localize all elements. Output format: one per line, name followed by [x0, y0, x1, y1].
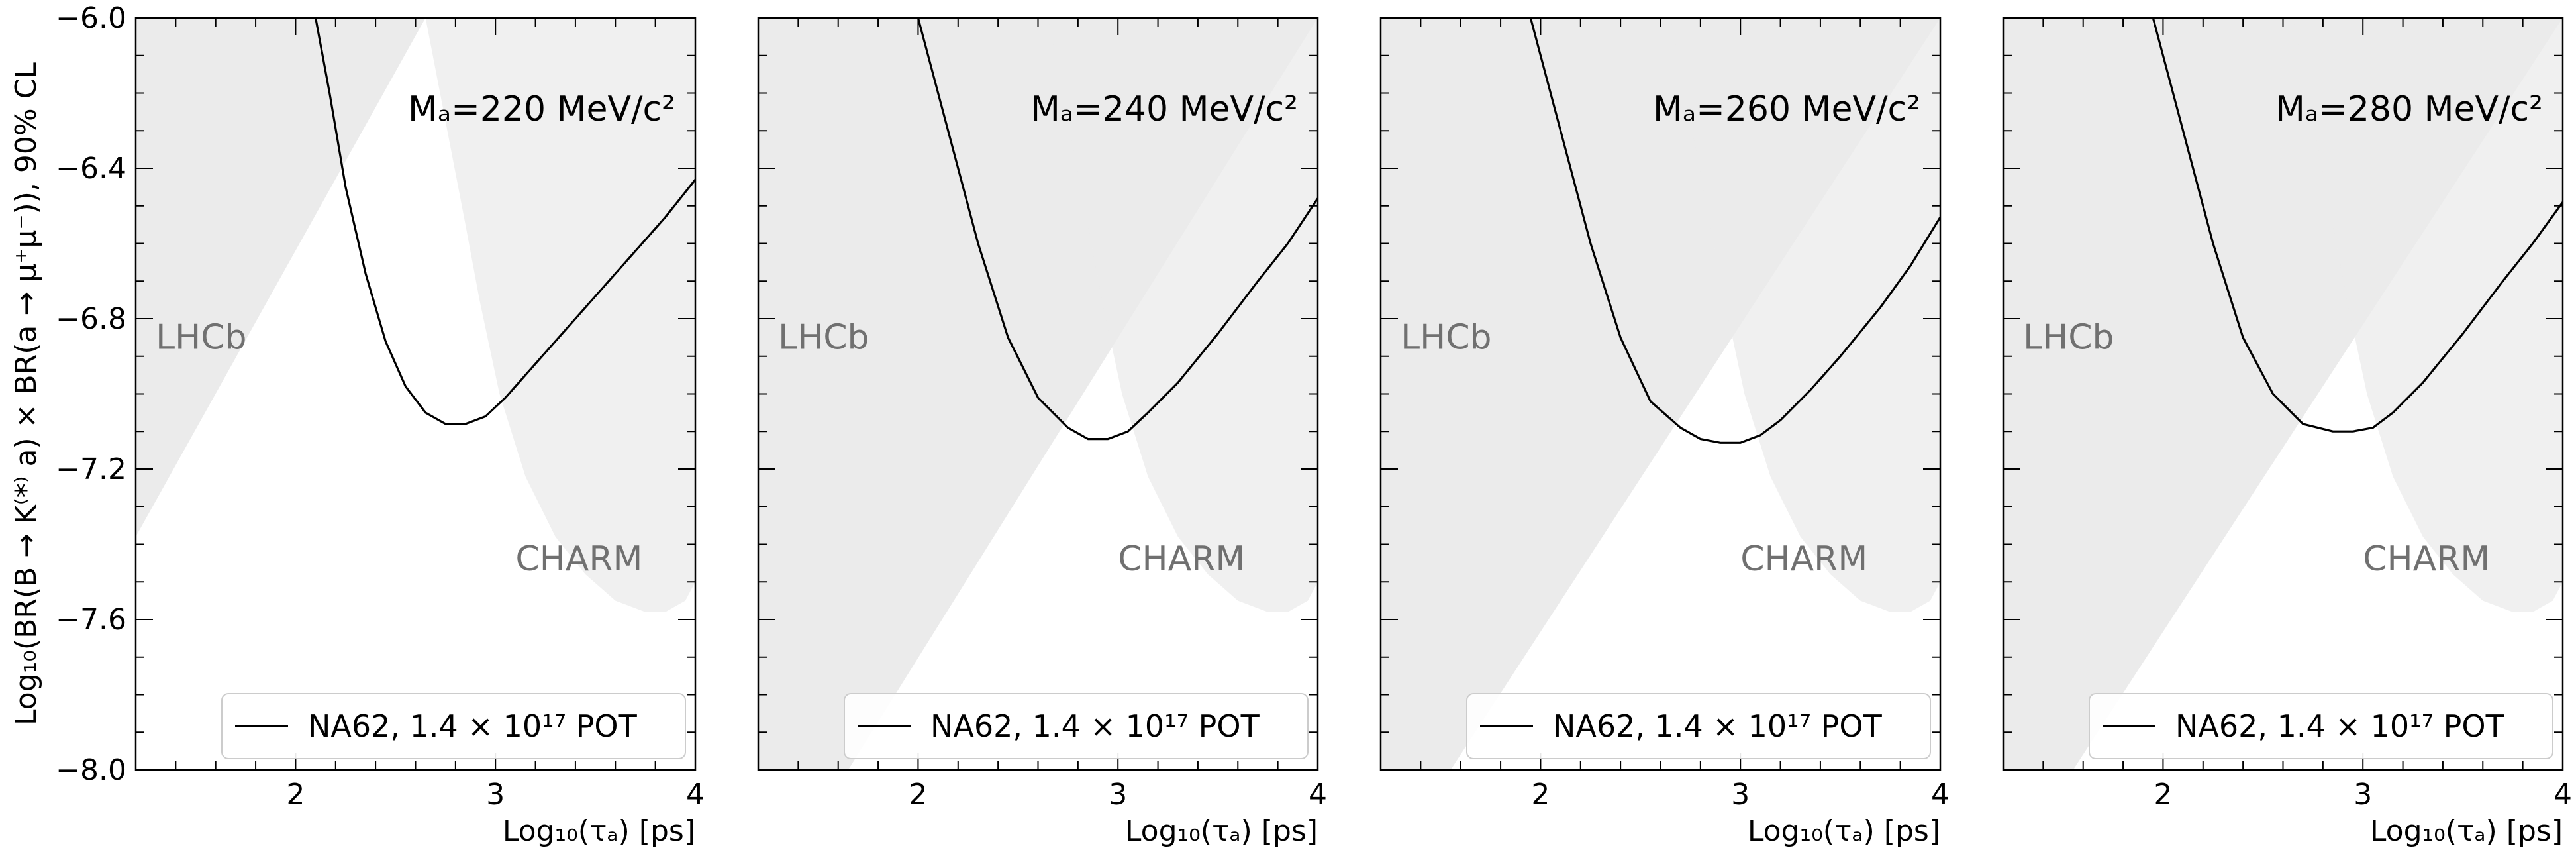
region-charm	[425, 18, 695, 612]
y-tick-label: −6.0	[56, 1, 126, 35]
region-label-lhcb: LHCb	[2023, 317, 2114, 357]
panel-title: Mₐ=220 MeV/c²	[408, 89, 675, 129]
panel-title: Mₐ=280 MeV/c²	[2275, 89, 2543, 129]
y-tick-label: −7.6	[56, 603, 126, 637]
x-axis-label: Log₁₀(τₐ) [ps]	[1125, 814, 1318, 848]
x-tick-label: 4	[2553, 778, 2572, 812]
region-charm	[1048, 18, 1318, 612]
x-tick-label: 4	[686, 778, 705, 812]
legend-label: NA62, 1.4 × 10¹⁷ POT	[930, 708, 1260, 744]
y-tick-label: −7.2	[56, 453, 126, 486]
x-tick-label: 3	[2353, 778, 2372, 812]
x-axis-label: Log₁₀(τₐ) [ps]	[503, 814, 695, 848]
panel-title: Mₐ=240 MeV/c²	[1030, 89, 1298, 129]
legend-box	[844, 693, 1309, 759]
plot-area	[2003, 18, 2563, 770]
y-tick-label: −8.0	[56, 753, 126, 787]
x-tick-label: 4	[1931, 778, 1950, 812]
x-tick-label: 2	[2154, 778, 2172, 812]
plot-area	[758, 18, 1318, 770]
x-tick-label: 2	[909, 778, 927, 812]
x-tick-label: 2	[1531, 778, 1550, 812]
plot-area	[1381, 18, 1940, 770]
legend-label: NA62, 1.4 × 10¹⁷ POT	[1553, 708, 1883, 744]
y-tick-label: −6.8	[56, 302, 126, 336]
region-label-lhcb: LHCb	[778, 317, 869, 357]
x-axis-label: Log₁₀(τₐ) [ps]	[2370, 814, 2563, 848]
legend-box	[221, 693, 686, 759]
x-axis-label: Log₁₀(τₐ) [ps]	[1748, 814, 1940, 848]
legend-box	[1466, 693, 1931, 759]
y-tick-label: −6.4	[56, 152, 126, 186]
series-line-na62	[1529, 18, 1940, 444]
plot-area	[136, 18, 695, 770]
x-tick-label: 3	[1731, 778, 1750, 812]
x-tick-label: 3	[1109, 778, 1127, 812]
legend: NA62, 1.4 × 10¹⁷ POT	[221, 693, 686, 759]
region-label-charm: CHARM	[2363, 539, 2490, 579]
x-tick-label: 3	[486, 778, 505, 812]
region-label-charm: CHARM	[515, 539, 642, 579]
series-line-na62	[315, 18, 695, 425]
region-label-lhcb: LHCb	[1401, 317, 1491, 357]
series-line-na62	[2152, 18, 2563, 433]
panel-1: 2 3 4 −8.0 −7.6 −7.2 −6.8 −6.4 −6.0 Log₁₀(τₐ) [ps…	[56, 1, 705, 848]
legend-box	[2089, 693, 2553, 759]
legend: NA62, 1.4 × 10¹⁷ POT	[1466, 693, 1931, 759]
legend-label: NA62, 1.4 × 10¹⁷ POT	[2175, 708, 2505, 744]
legend-label: NA62, 1.4 × 10¹⁷ POT	[308, 708, 638, 744]
region-label-lhcb: LHCb	[156, 317, 246, 357]
series-line-na62	[916, 18, 1318, 441]
legend: NA62, 1.4 × 10¹⁷ POT	[844, 693, 1309, 759]
region-label-charm: CHARM	[1118, 539, 1245, 579]
region-label-charm: CHARM	[1740, 539, 1867, 579]
region-charm	[1670, 18, 1940, 612]
legend: NA62, 1.4 × 10¹⁷ POT	[2089, 693, 2553, 759]
region-charm	[2293, 18, 2563, 612]
x-tick-label: 2	[286, 778, 305, 812]
x-tick-label: 4	[1309, 778, 1327, 812]
y-axis-label: Log₁₀(BR(B → K⁽*⁾ a) × BR(a → μ⁺μ⁻)), 90…	[9, 62, 43, 725]
panel-title: Mₐ=260 MeV/c²	[1653, 89, 1920, 129]
region-lhcb	[136, 18, 426, 770]
